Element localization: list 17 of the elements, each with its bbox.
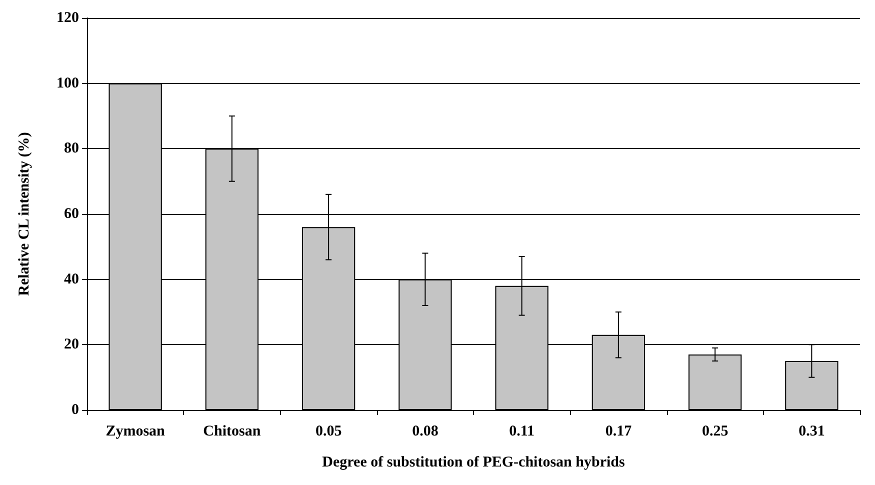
y-axis-title: Relative CL intensity (%) [16,132,32,296]
x-tick-label: 0.08 [412,424,438,440]
x-tick-label: Zymosan [106,424,166,440]
y-tick-label: 40 [64,271,79,288]
x-tick-label: 0.31 [798,424,825,440]
x-tick-label: 0.17 [605,424,632,440]
y-tick-label: 120 [56,10,79,26]
x-tick-label: 0.11 [509,424,535,440]
y-tick-label: 0 [72,402,79,418]
y-tick-label: 100 [56,75,79,92]
y-tick-label: 20 [64,336,79,353]
y-tick-label: 80 [64,140,79,157]
y-tick-label: 60 [64,206,79,222]
x-axis-title: Degree of substitution of PEG-chitosan hybrids [322,454,625,470]
x-tick-label: Chitosan [203,424,262,440]
x-tick-label: 0.05 [315,424,342,440]
x-tick-label: 0.25 [702,424,728,440]
